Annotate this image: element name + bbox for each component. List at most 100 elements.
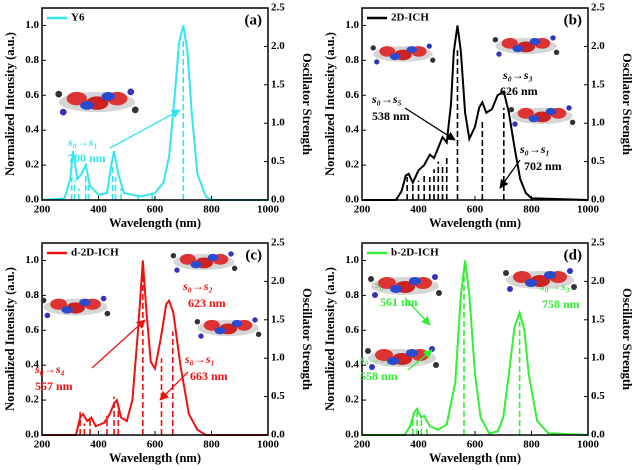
y2-tick-label: 2.0 (271, 40, 285, 52)
transition-label: s₀→s₁ (67, 135, 98, 149)
x-tick-label: 600 (147, 439, 164, 451)
y-tick-label: 0.0 (345, 429, 359, 441)
x-tick-label: 800 (203, 439, 220, 451)
y2-axis-title: Oscillator Strength (620, 288, 634, 390)
x-axis-title: Wavelength (nm) (109, 216, 201, 230)
y-tick-label: 0.6 (345, 324, 359, 336)
x-tick-label: 400 (410, 439, 427, 451)
transition-label: s₀→s₂ (182, 279, 213, 293)
wavelength-label: 538 nm (372, 109, 410, 123)
x-tick-label: 800 (203, 204, 220, 216)
y-tick-label: 0.0 (345, 194, 359, 206)
x-tick-label: 600 (467, 204, 484, 216)
arrows (91, 107, 521, 401)
y-tick-label: 0.6 (345, 89, 359, 101)
molecule (40, 295, 111, 319)
y2-tick-label: 2.0 (591, 40, 605, 52)
x-tick-label: 600 (147, 204, 164, 216)
panel: 200 400 600 800 10000.00.20.40.60.81.00.00.5… (3, 2, 314, 230)
plot-frame (41, 242, 269, 436)
y-tick-label: 0.6 (25, 89, 39, 101)
transition-label: s₀→s₄ (34, 362, 65, 376)
y-tick-label: 0.4 (25, 359, 39, 371)
arrow (91, 319, 146, 369)
y-axis-title: Normalized Intensity (a.u.) (323, 32, 337, 176)
y-tick-label: 0.8 (25, 289, 39, 301)
molecule (170, 251, 238, 273)
molecule (508, 105, 576, 127)
x-tick-label: 1000 (577, 204, 600, 216)
y-tick-label: 1.0 (25, 19, 39, 31)
wavelength-label: 557 nm (35, 379, 73, 393)
y2-axis-title: Oscillator Strength (620, 53, 634, 155)
y2-tick-label: 0.0 (271, 194, 285, 206)
y-tick-label: 0.8 (345, 54, 359, 66)
wavelength-label: 623 nm (188, 296, 226, 310)
panel: 200 400 600 800 10000.00.20.40.60.81.00.00.5… (323, 2, 634, 230)
y2-tick-label: 0.0 (591, 194, 605, 206)
wavelength-label: 700 nm (68, 151, 106, 165)
y2-tick-label: 2.0 (591, 275, 605, 287)
molecule (492, 35, 560, 57)
y2-tick-label: 0.5 (591, 155, 605, 167)
y2-tick-label: 1.5 (591, 78, 605, 90)
y2-tick-label: 1.5 (271, 313, 285, 325)
x-tick-label: 400 (410, 204, 427, 216)
y2-tick-label: 1.0 (591, 352, 605, 364)
y2-tick-label: 1.0 (591, 117, 605, 129)
y-tick-label: 0.2 (25, 394, 39, 406)
y-axis-title: Normalized Intensity (a.u.) (3, 267, 17, 411)
y2-tick-label: 2.5 (271, 237, 285, 249)
y-tick-label: 1.0 (345, 254, 359, 266)
y-tick-label: 0.2 (25, 159, 39, 171)
x-tick-label: 1000 (577, 439, 600, 451)
y2-tick-label: 2.5 (591, 237, 605, 249)
spectrum-line (362, 260, 589, 436)
x-tick-label: 1000 (257, 204, 280, 216)
arrow (109, 109, 181, 149)
wavelength-label: 663 nm (190, 369, 228, 383)
y-axis-title: Normalized Intensity (a.u.) (3, 32, 17, 176)
molecule (370, 43, 436, 65)
transition-label: s₀→s₅ (371, 92, 402, 106)
y2-tick-label: 0.5 (591, 390, 605, 402)
x-tick-label: 1000 (257, 439, 280, 451)
x-tick-label: 600 (467, 439, 484, 451)
arrow (407, 349, 433, 371)
x-axis-title: Wavelength (nm) (429, 216, 521, 230)
y2-axis-title: Oscillator Strength (300, 288, 314, 390)
plot-frame (361, 242, 589, 436)
x-tick-label: 800 (523, 204, 540, 216)
molecule (365, 346, 439, 370)
y2-tick-label: 0.5 (271, 390, 285, 402)
y2-tick-label: 0.0 (271, 429, 285, 441)
wavelength-label: 702 nm (524, 159, 562, 173)
y-tick-label: 0.4 (25, 124, 39, 136)
y2-tick-label: 2.0 (271, 275, 285, 287)
y-tick-label: 0.6 (25, 324, 39, 336)
y-tick-label: 0.4 (345, 359, 359, 371)
y2-tick-label: 0.0 (591, 429, 605, 441)
y2-tick-label: 1.0 (271, 352, 285, 364)
wavelength-label: 561 nm (380, 295, 418, 309)
arrow (404, 297, 431, 326)
y-tick-label: 0.8 (25, 54, 39, 66)
y2-tick-label: 0.5 (271, 155, 285, 167)
y2-tick-label: 1.5 (271, 78, 285, 90)
x-tick-label: 200 (34, 439, 51, 451)
x-axis-title: Wavelength (nm) (109, 451, 201, 465)
legend-label: Y6 (71, 12, 85, 24)
x-tick-label: 200 (354, 439, 371, 451)
x-tick-label: 400 (90, 204, 107, 216)
x-tick-label: 800 (523, 439, 540, 451)
panel-label: (d) (564, 247, 582, 263)
spectrum-line (41, 25, 268, 201)
legend-label: b-2D-ICH (391, 247, 439, 259)
y-tick-label: 0.2 (345, 394, 359, 406)
y2-tick-label: 1.5 (591, 313, 605, 325)
x-axis-title: Wavelength (nm) (429, 451, 521, 465)
wavelength-label: 626 nm (500, 84, 538, 98)
plot-frame (41, 7, 269, 201)
panel-label: (a) (245, 12, 263, 28)
